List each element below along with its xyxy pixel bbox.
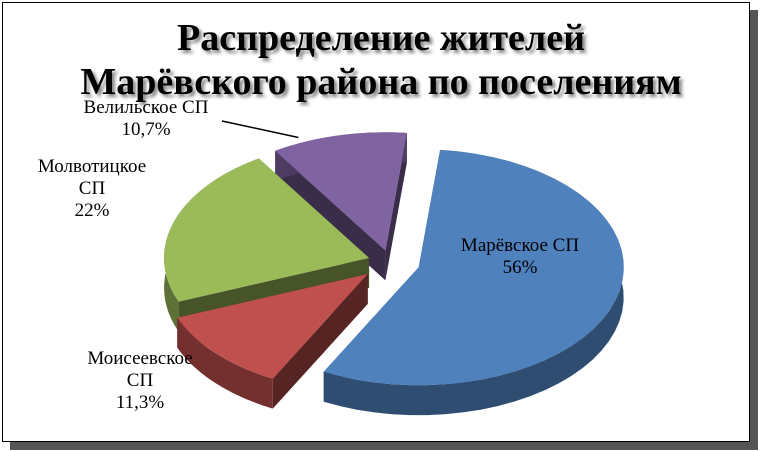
pie-slice-top: [164, 158, 370, 302]
leader-line: [221, 120, 299, 139]
pie-slice-rim: [323, 149, 624, 416]
pie-slice-2: [164, 158, 370, 332]
chart-title: Распределение жителей Марёвского района …: [0, 16, 762, 104]
pie-label-3: Велильское СП 10,7%: [84, 97, 209, 140]
pie-slice-rim: [177, 317, 273, 409]
pie-slice-top: [177, 274, 368, 379]
pie-label-line: СП: [127, 370, 154, 391]
pie-label-line: 11,3%: [116, 392, 165, 413]
pie-label-1: Моисеевское СП 11,3%: [87, 348, 192, 413]
pie-slice-0: [323, 149, 624, 416]
pie-slice-top: [275, 132, 407, 251]
pie-label-2: Молвотицкое СП 22%: [38, 156, 146, 221]
pie-slice-top: [323, 149, 624, 386]
pie-label-0: Марёвское СП 56%: [461, 235, 579, 278]
pie-label-line: Велильское СП: [84, 97, 209, 118]
pie-slice-wall: [385, 132, 407, 281]
pie-slice-1: [177, 274, 368, 409]
pie-label-line: 10,7%: [121, 119, 170, 140]
pie-label-line: Моисеевское: [87, 348, 192, 369]
pie-label-line: 22%: [75, 200, 110, 221]
pie-label-line: Молвотицкое: [38, 156, 146, 177]
pie-label-line: 56%: [503, 257, 538, 278]
pie-label-line: Марёвское СП: [461, 235, 579, 256]
chart-title-line-1: Распределение жителей: [177, 17, 585, 59]
chart-title-line-2: Марёвского района по поселениям: [80, 61, 682, 103]
pie-label-line: СП: [79, 178, 106, 199]
